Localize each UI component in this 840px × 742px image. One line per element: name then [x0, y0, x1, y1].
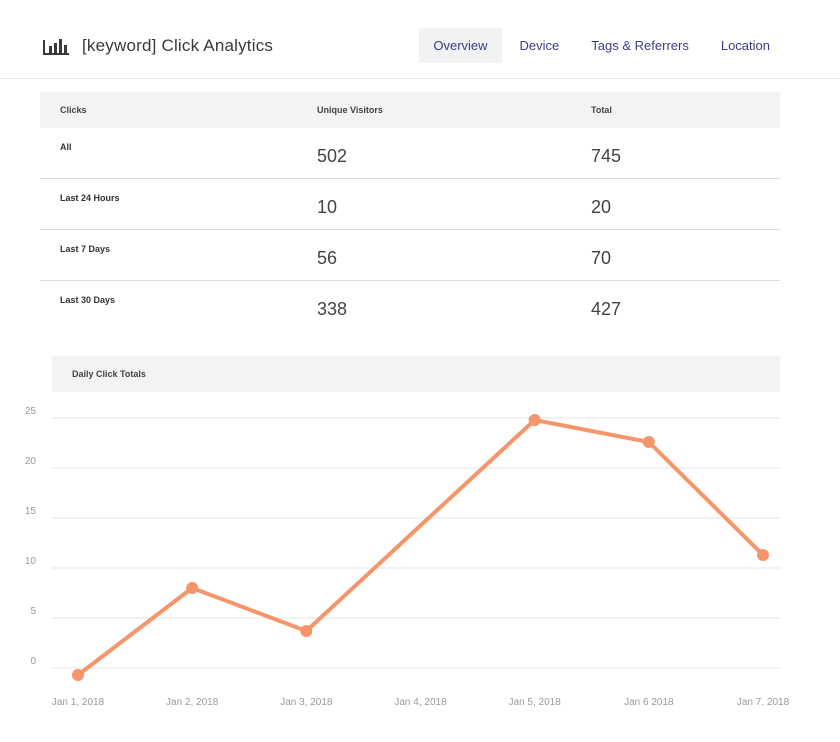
data-point[interactable] — [757, 549, 769, 561]
series-line — [76, 418, 765, 677]
row-label: Last 30 Days — [60, 295, 116, 305]
table-row: Last 24 Hours 10 20 — [40, 179, 780, 230]
total-value: 745 — [591, 146, 622, 166]
data-point[interactable] — [186, 582, 199, 594]
column-header-unique-visitors: Unique Visitors — [317, 105, 383, 115]
clicks-table: Clicks Unique Visitors Total All 502 745… — [40, 92, 780, 331]
table-row: Last 7 Days 56 70 — [40, 230, 780, 281]
x-tick-label: Jan 7, 2018 — [737, 697, 790, 708]
total-value: 427 — [591, 299, 622, 319]
unique-visitors-value: 502 — [317, 146, 348, 166]
x-tick-label: Jan 6 2018 — [624, 697, 674, 708]
data-point[interactable] — [300, 625, 313, 637]
tab-device[interactable]: Device — [519, 38, 560, 53]
row-label: All — [60, 142, 72, 152]
row-label: Last 24 Hours — [60, 193, 120, 203]
row-label: Last 7 Days — [60, 244, 111, 254]
y-tick-label: 0 — [30, 656, 36, 667]
y-tick-label: 5 — [30, 606, 36, 617]
bar-chart-icon — [43, 39, 69, 55]
total-value: 70 — [591, 248, 612, 268]
table-row: Last 30 Days 338 427 — [40, 281, 780, 331]
column-header-total: Total — [591, 105, 612, 115]
x-tick-label: Jan 1, 2018 — [52, 697, 105, 708]
brand: [keyword] Click Analytics — [42, 36, 273, 56]
data-point[interactable] — [72, 669, 84, 681]
unique-visitors-value: 338 — [317, 299, 348, 319]
table-row: All 502 745 — [40, 128, 780, 179]
y-tick-label: 10 — [25, 556, 37, 567]
unique-visitors-value: 10 — [317, 197, 338, 217]
page-header: [keyword] Click Analytics Overview Devic… — [0, 0, 840, 79]
tab-location[interactable]: Location — [720, 38, 770, 53]
table-header: Clicks Unique Visitors Total — [40, 92, 780, 128]
x-tick-label: Jan 5, 2018 — [509, 697, 562, 708]
x-tick-label: Jan 2, 2018 — [166, 697, 219, 708]
x-tick-label: Jan 4, 2018 — [394, 697, 447, 708]
x-tick-label: Jan 3, 2018 — [280, 697, 333, 708]
total-value: 20 — [591, 197, 612, 217]
y-tick-label: 20 — [25, 456, 37, 467]
nav-tabs: Overview Device Tags & Referrers Locatio… — [415, 28, 784, 63]
tab-overview[interactable]: Overview — [419, 28, 502, 63]
unique-visitors-value: 56 — [317, 248, 338, 268]
chart-title: Daily Click Totals — [52, 356, 780, 392]
tab-tags-referrers[interactable]: Tags & Referrers — [591, 38, 689, 53]
y-tick-label: 15 — [25, 506, 37, 517]
page-title: [keyword] Click Analytics — [82, 36, 274, 55]
data-point[interactable] — [642, 436, 655, 448]
data-point[interactable] — [528, 414, 541, 426]
column-header-clicks: Clicks — [60, 105, 87, 115]
y-tick-label: 25 — [25, 406, 37, 417]
